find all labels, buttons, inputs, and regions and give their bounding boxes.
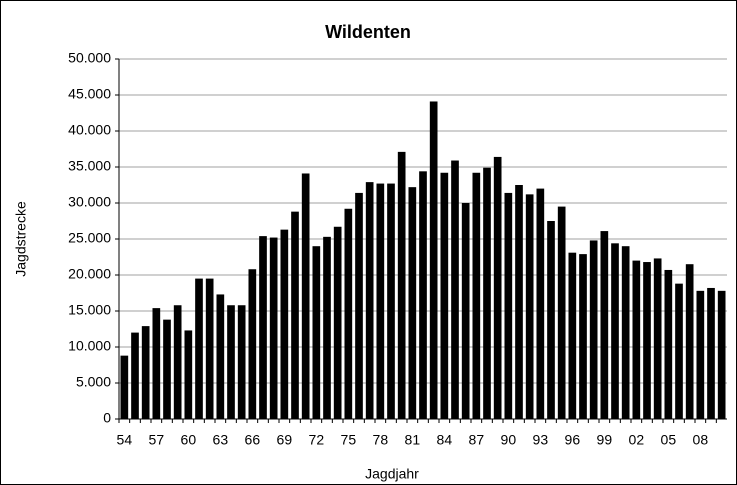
x-tick-label: 93 — [533, 432, 549, 448]
x-tick-label: 72 — [309, 432, 325, 448]
x-tick-label: 96 — [565, 432, 581, 448]
x-tick-label: 57 — [149, 432, 165, 448]
bar — [685, 264, 694, 419]
bar — [515, 185, 523, 419]
x-tick-label: 54 — [117, 432, 133, 448]
bar — [696, 290, 705, 419]
bar — [568, 252, 577, 419]
bar — [643, 262, 651, 419]
bar — [451, 160, 459, 419]
bar — [131, 332, 139, 419]
bar — [397, 151, 406, 419]
x-tick-label: 66 — [245, 432, 261, 448]
bar — [291, 211, 299, 419]
y-tick-label: 20.000 — [68, 266, 111, 282]
bar — [547, 221, 555, 419]
bar — [675, 283, 683, 419]
x-tick-label: 05 — [661, 432, 677, 448]
bar — [717, 290, 726, 419]
y-tick-label: 0 — [103, 410, 111, 426]
bar — [483, 167, 491, 419]
bar — [621, 246, 630, 419]
bar — [227, 305, 235, 419]
bar — [472, 172, 481, 419]
bar — [589, 240, 598, 419]
bar — [141, 326, 150, 419]
bar — [440, 172, 449, 419]
y-tick-label: 50.000 — [68, 50, 111, 66]
bar — [557, 206, 566, 419]
bar — [344, 208, 353, 419]
y-tick-label: 45.000 — [68, 86, 111, 102]
bar — [419, 171, 427, 419]
chart-title: Wildenten — [325, 22, 411, 42]
x-tick-label: 81 — [405, 432, 421, 448]
bar — [312, 246, 321, 419]
bar — [461, 203, 470, 419]
x-tick-label: 02 — [629, 432, 645, 448]
bar — [355, 192, 363, 419]
y-tick-label: 25.000 — [68, 230, 111, 246]
bar — [504, 192, 513, 419]
bar — [152, 308, 161, 419]
bar — [653, 258, 662, 419]
bar — [525, 194, 534, 419]
bar — [365, 182, 374, 419]
bar — [259, 236, 267, 419]
bar — [387, 183, 395, 419]
y-tick-label: 40.000 — [68, 122, 111, 138]
bar — [600, 231, 609, 419]
y-tick-label: 15.000 — [68, 302, 111, 318]
bar — [205, 278, 214, 419]
bar — [429, 101, 438, 419]
bar — [237, 305, 246, 419]
x-tick-label: 84 — [437, 432, 453, 448]
bar — [376, 183, 385, 419]
bar — [301, 173, 310, 419]
bar — [269, 237, 278, 419]
bar — [333, 226, 342, 419]
bar — [536, 188, 545, 419]
bar — [664, 269, 673, 419]
y-tick-label: 30.000 — [68, 194, 111, 210]
y-axis-label: Jagdstrecke — [13, 201, 29, 277]
y-tick-label: 35.000 — [68, 158, 111, 174]
bar — [248, 269, 257, 419]
x-tick-label: 69 — [277, 432, 293, 448]
bar — [707, 287, 715, 419]
y-tick-label: 10.000 — [68, 338, 111, 354]
bar — [632, 260, 641, 419]
bar — [611, 243, 619, 419]
bar — [184, 330, 193, 419]
x-tick-label: 63 — [213, 432, 229, 448]
x-axis-label: Jagdjahr — [365, 466, 419, 482]
x-tick-label: 87 — [469, 432, 485, 448]
bar — [323, 236, 331, 419]
bar — [163, 319, 171, 419]
x-tick-label: 99 — [597, 432, 613, 448]
x-tick-label: 08 — [693, 432, 709, 448]
y-tick-label: 5.000 — [76, 374, 111, 390]
bar — [120, 355, 129, 419]
bar — [493, 156, 502, 420]
x-tick-label: 90 — [501, 432, 517, 448]
bar — [216, 294, 225, 419]
bar — [280, 229, 289, 419]
x-tick-label: 78 — [373, 432, 389, 448]
bar — [408, 187, 417, 419]
bar — [579, 254, 587, 419]
x-tick-label: 60 — [181, 432, 197, 448]
x-tick-label: 75 — [341, 432, 357, 448]
bar — [173, 305, 182, 419]
bar — [195, 278, 203, 419]
